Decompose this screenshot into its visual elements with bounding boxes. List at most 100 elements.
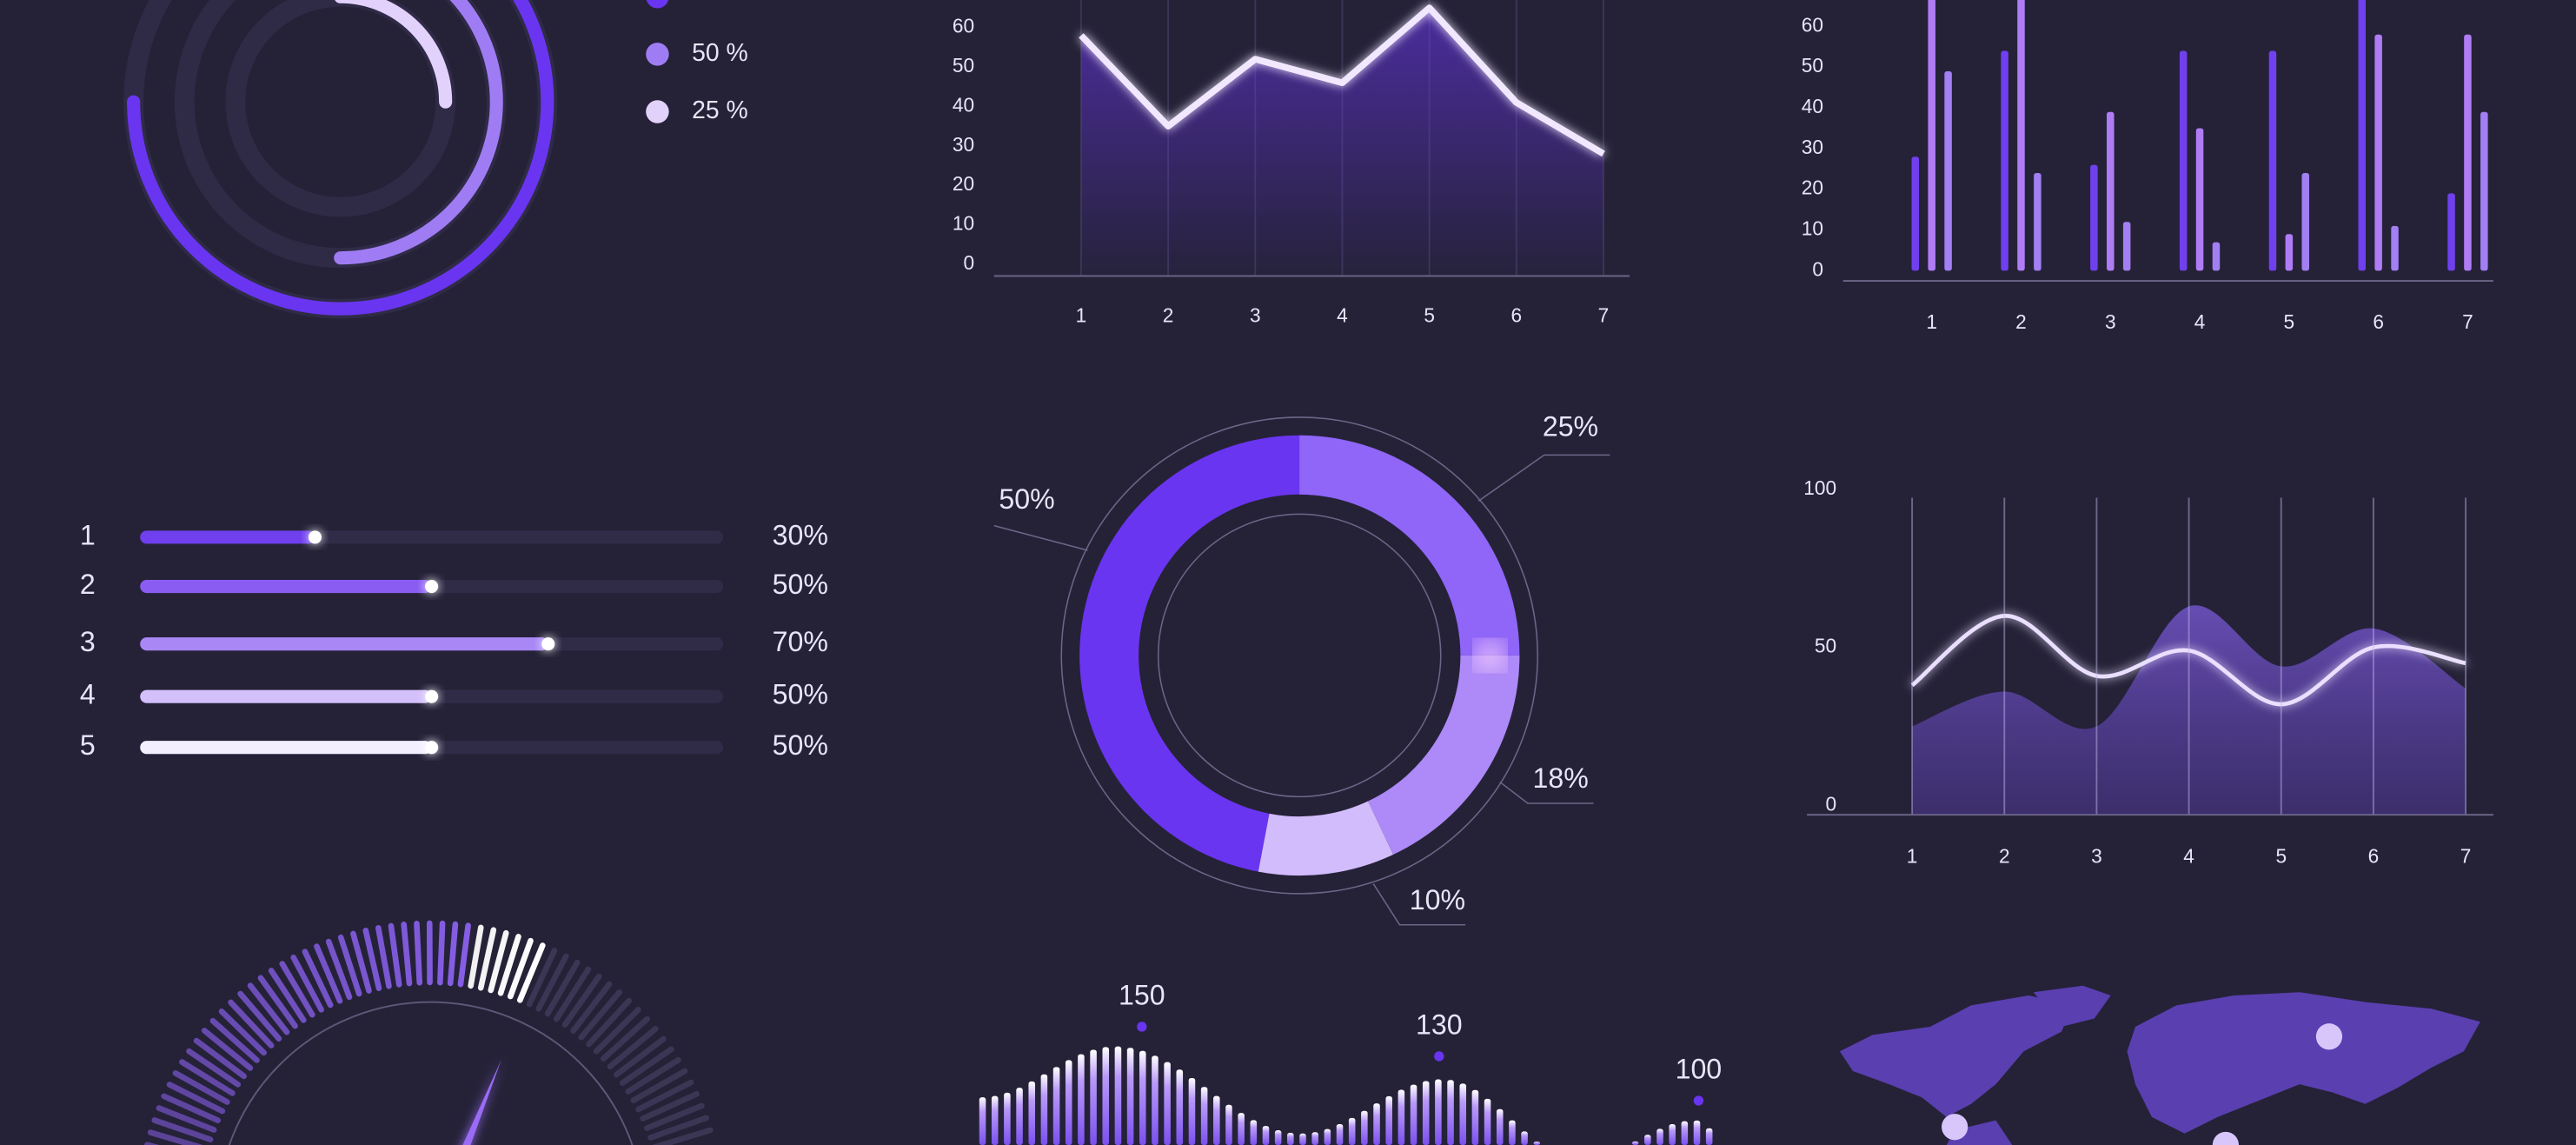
gauge-tick: [635, 1079, 694, 1113]
bar: [1928, 0, 1935, 271]
y-tick-label: 40: [1802, 95, 1823, 117]
gauge-tick: [488, 929, 509, 994]
donut-segment: [1299, 435, 1520, 656]
gauge-tick: [375, 925, 392, 989]
gauge-tick: [179, 1059, 236, 1096]
x-tick-label: 2: [1163, 304, 1174, 327]
x-tick-label: 6: [2373, 310, 2384, 333]
x-tick-label: 3: [1250, 304, 1261, 327]
wave-stripe: [1484, 1098, 1491, 1145]
bar: [140, 530, 315, 544]
wave-stripe: [1052, 1067, 1060, 1145]
map-pin: [2315, 1023, 2343, 1050]
gauge-tick: [593, 1007, 641, 1055]
wave-stripe: [1656, 1128, 1663, 1145]
continent: [2033, 985, 2111, 1027]
row-label: 1: [80, 519, 96, 550]
bar: [2480, 111, 2488, 271]
bar: [2374, 34, 2382, 271]
bar: [2001, 50, 2008, 271]
peak-dot: [1693, 1095, 1704, 1106]
x-tick-label: 7: [2462, 310, 2473, 333]
gauge-tick: [625, 1056, 681, 1095]
gauge-tick: [570, 981, 613, 1035]
legend-label: 50 %: [692, 39, 748, 67]
wave-stripe: [1336, 1123, 1344, 1145]
y-tick-label: 50: [1815, 635, 1836, 657]
bar: [2212, 242, 2221, 271]
gauge-tick: [507, 937, 534, 1000]
y-tick-label: 60: [1802, 13, 1823, 36]
gauge-tick: [218, 1009, 267, 1056]
map-pin: [2212, 1131, 2240, 1145]
gauge-tick: [607, 1025, 659, 1070]
x-tick-label: 4: [1337, 304, 1348, 327]
bar: [2179, 50, 2188, 271]
bar: [140, 637, 548, 651]
gauge-tick: [268, 968, 307, 1023]
wave-stripe: [1681, 1121, 1689, 1145]
x-tick-label: 3: [2105, 310, 2116, 333]
row-label: 4: [80, 679, 96, 710]
gauge-tick: [401, 922, 413, 987]
bar: [2464, 34, 2472, 271]
wave-stripe: [1324, 1128, 1331, 1145]
donut-segment: [1258, 801, 1394, 876]
wave-stripe: [1509, 1120, 1516, 1145]
bar: [2195, 128, 2204, 271]
y-tick-label: 0: [1812, 257, 1823, 280]
wave-stripe: [1004, 1092, 1011, 1145]
gauge-needle: [462, 1059, 501, 1145]
gauge-tick: [257, 975, 298, 1029]
gauge-tick: [166, 1082, 226, 1115]
wave-stripe: [1631, 1141, 1639, 1145]
bar: [1911, 156, 1920, 271]
row-label: 2: [80, 569, 96, 600]
gauge-tick: [186, 1048, 242, 1088]
wave-stripe: [1447, 1080, 1454, 1145]
wave-stripe: [1238, 1113, 1245, 1145]
value-label: 70%: [773, 626, 828, 657]
wave-stripe: [1398, 1089, 1405, 1145]
donut-label: 18%: [1533, 762, 1589, 794]
y-tick-label: 30: [953, 133, 974, 156]
x-tick-label: 5: [1424, 304, 1435, 327]
wave-stripe: [979, 1097, 986, 1145]
gauge-tick: [350, 930, 372, 994]
donut-chart: 25% 18% 10% 50%: [993, 411, 1610, 926]
wave-stripe: [1188, 1077, 1196, 1145]
gauge-tick: [156, 1105, 217, 1133]
wave-stripe: [1016, 1088, 1023, 1145]
ring-arc: [334, 0, 503, 265]
value-label: 50%: [773, 729, 828, 761]
leader-line: [1499, 781, 1594, 804]
wave-stripe: [1422, 1081, 1430, 1145]
gauge-tick: [553, 966, 592, 1022]
gauge-tick: [517, 942, 546, 1003]
wave-stripe: [1471, 1089, 1479, 1145]
x-tick-label: 5: [2284, 310, 2295, 333]
gauge-tick: [362, 928, 382, 991]
wave-stripe: [1176, 1069, 1184, 1145]
gauge-tick: [652, 1127, 714, 1145]
gauge-tick: [147, 1129, 203, 1145]
bar: [2122, 222, 2131, 271]
wave-stripe: [1274, 1130, 1282, 1145]
donut-segment: [1368, 655, 1520, 855]
x-tick-label: 7: [1598, 304, 1610, 327]
gauge-tick: [228, 999, 275, 1048]
gauge-tick: [314, 943, 343, 1004]
x-tick-label: 1: [1926, 310, 1937, 333]
wave-stripe: [1459, 1083, 1467, 1145]
wave-stripe: [1213, 1095, 1220, 1145]
smooth-chart: 0 50 100 1 2 3 4 5 6 7: [1803, 476, 2493, 867]
bar-glow: [425, 741, 439, 755]
wave-stripe: [1287, 1132, 1294, 1145]
gauge-tick: [561, 973, 602, 1029]
peak-label: 150: [1119, 979, 1165, 1010]
wave-stripe: [1028, 1081, 1036, 1145]
gauge-tick: [414, 920, 423, 986]
gauge-tick: [647, 1115, 709, 1141]
bar-glow: [308, 530, 322, 544]
peak-dot: [1137, 1022, 1147, 1032]
